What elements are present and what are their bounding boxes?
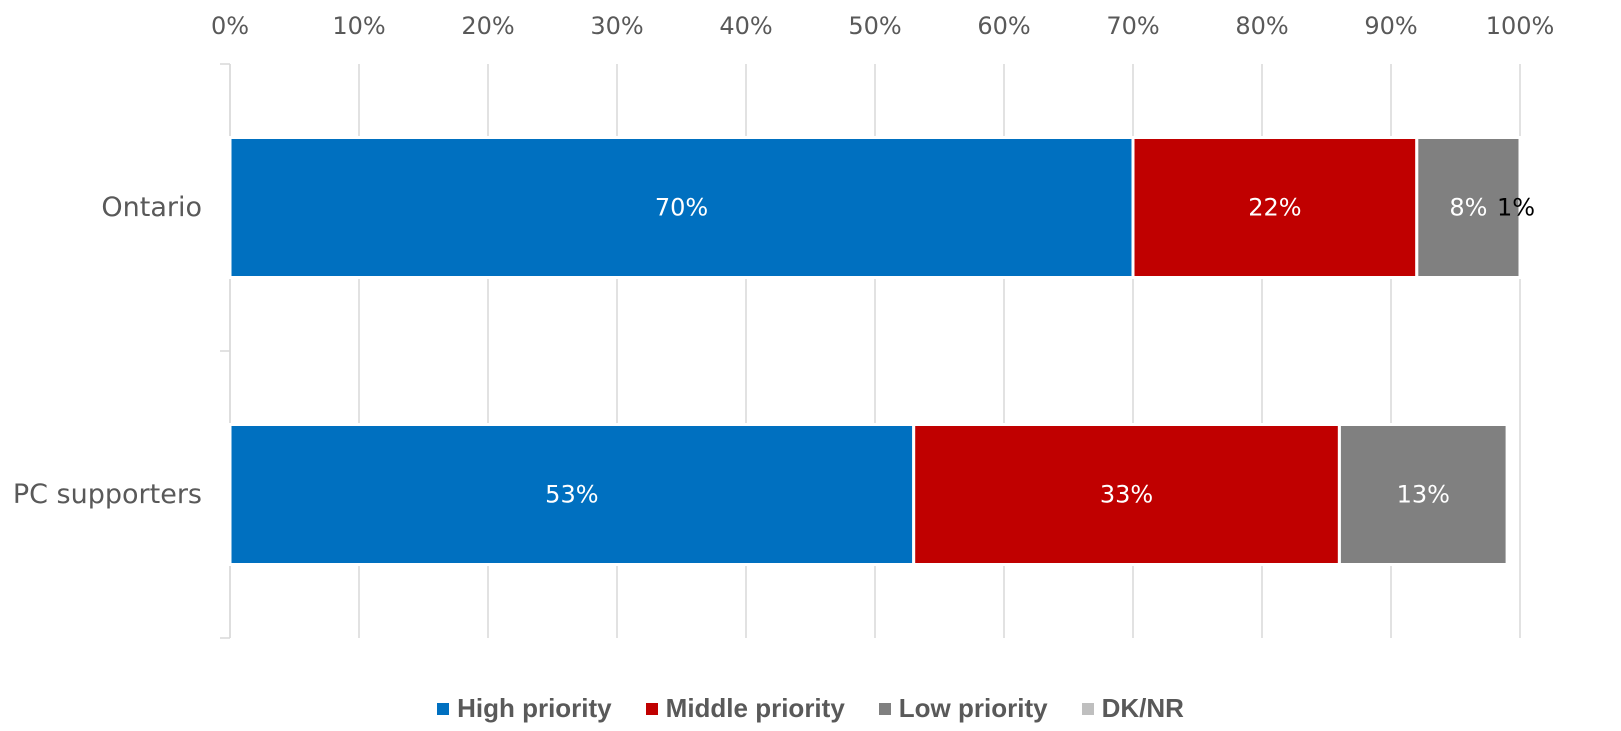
legend-label: Middle priority (665, 693, 845, 723)
x-tick-label: 10% (332, 12, 385, 40)
legend: High priority Middle priority Low priority… (0, 693, 1621, 724)
data-labels: 70% 22% 8% 1% 53% 33% 13% (545, 194, 1535, 509)
bar-segment-low-priority (1415, 136, 1522, 279)
bar-segment-low-priority (1337, 423, 1509, 566)
x-tick-label: 50% (848, 12, 901, 40)
legend-label: DK/NR (1101, 693, 1184, 723)
legend-item: Low priority (878, 693, 1048, 724)
data-label: 70% (655, 194, 708, 222)
x-tick-label: 90% (1364, 12, 1417, 40)
legend-item: DK/NR (1081, 693, 1184, 724)
x-tick-label: 40% (719, 12, 772, 40)
x-tick-label: 80% (1235, 12, 1288, 40)
legend-swatch (645, 702, 658, 715)
data-label: 1% (1497, 194, 1535, 222)
x-tick-label: 100% (1486, 12, 1555, 40)
bar-segment-high-priority (228, 423, 916, 566)
legend-swatch (437, 702, 450, 715)
legend-swatch (1081, 702, 1094, 715)
legend-item: High priority (437, 693, 612, 724)
data-label: 8% (1449, 194, 1487, 222)
data-label: 53% (545, 481, 598, 509)
bars (228, 136, 1522, 566)
bar-segment-high-priority (228, 136, 1135, 279)
data-label: 22% (1248, 194, 1301, 222)
legend-label: Low priority (898, 693, 1048, 723)
x-tick-label: 30% (590, 12, 643, 40)
data-label: 33% (1100, 481, 1153, 509)
legend-item: Middle priority (645, 693, 845, 724)
x-tick-label: 70% (1106, 12, 1159, 40)
data-label: 13% (1397, 481, 1450, 509)
x-tick-labels: 0% 10% 20% 30% 40% 50% 60% 70% 80% 90% 100% (211, 12, 1554, 40)
legend-label: High priority (457, 693, 612, 723)
legend-swatch (878, 702, 891, 715)
x-tick-label: 60% (977, 12, 1030, 40)
x-tick-label: 20% (461, 12, 514, 40)
x-tick-label: 0% (211, 12, 249, 40)
category-label: PC supporters (13, 479, 202, 510)
category-labels: Ontario PC supporters (13, 192, 202, 510)
category-label: Ontario (101, 192, 202, 223)
bar-segment-middle-priority (912, 423, 1341, 566)
